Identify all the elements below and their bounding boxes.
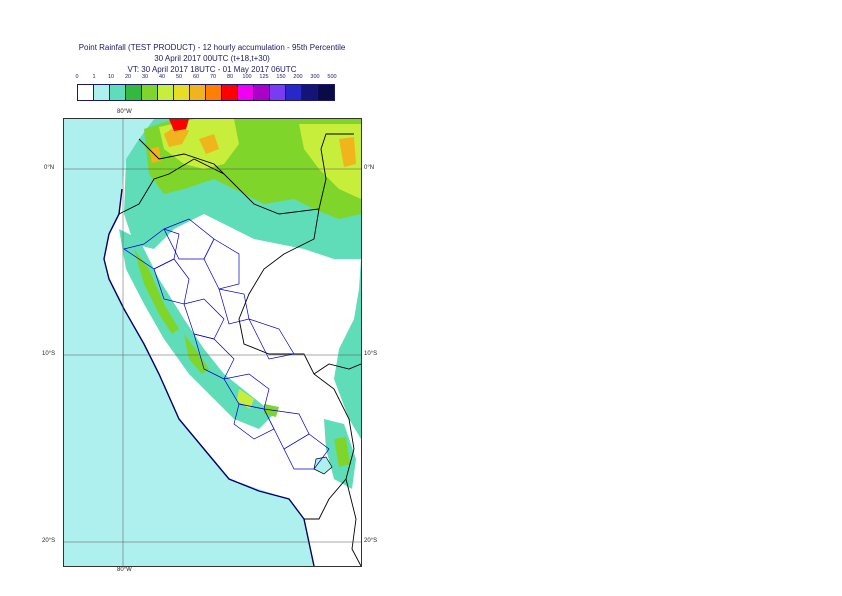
offshore-band: [64, 239, 159, 469]
legend-labels: 0 1 10 20 30 40 50 60 70 80 100 125 150 200 300 500: [75, 74, 349, 84]
legend-swatch: [302, 85, 318, 100]
legend-swatch: [174, 85, 190, 100]
map-title: Point Rainfall (TEST PRODUCT) - 12 hourl…: [0, 42, 424, 75]
legend-threshold-label: 80: [226, 74, 234, 80]
border-bolivia-chile: [345, 478, 361, 566]
legend-swatch: [94, 85, 110, 100]
legend-threshold-label: 100: [242, 74, 252, 80]
rain-orange-1: [164, 124, 189, 147]
legend-threshold-label: 1: [92, 74, 96, 80]
rain-light-east: [334, 259, 361, 439]
legend-swatch: [78, 85, 94, 100]
lat-label-0-left: 0°N: [44, 165, 55, 171]
lat-label-0-right: 0°N: [364, 165, 375, 171]
legend-threshold-label: 150: [276, 74, 286, 80]
lon-label-top: 80°W: [117, 109, 132, 115]
legend-swatch: [254, 85, 270, 100]
border-brazil-bolivia: [313, 363, 361, 375]
legend-threshold-label: 0: [75, 74, 79, 80]
title-line-3: VT: 30 April 2017 18UTC - 01 May 2017 06…: [127, 65, 297, 74]
legend-swatch: [142, 85, 158, 100]
legend-threshold-label: 20: [124, 74, 132, 80]
legend-swatch: [206, 85, 222, 100]
legend-bar: [77, 84, 335, 101]
legend-threshold-label: 30: [141, 74, 149, 80]
rain-moderate-andes-3: [264, 404, 279, 417]
rain-orange-4: [339, 137, 356, 167]
color-legend: 0 1 10 20 30 40 50 60 70 80 100 125 150 200 300 500: [75, 74, 349, 101]
legend-swatch: [286, 85, 302, 100]
rain-orange-2: [199, 134, 219, 154]
rainfall-map: [63, 118, 362, 567]
border-peru-east: [238, 208, 355, 520]
legend-threshold-label: 200: [293, 74, 303, 80]
lat-label-10-right: 10°S: [364, 351, 378, 357]
legend-swatch: [270, 85, 286, 100]
legend-threshold-label: 10: [107, 74, 115, 80]
legend-threshold-label: 60: [192, 74, 200, 80]
legend-threshold-label: 500: [327, 74, 337, 80]
rain-extreme-1: [169, 119, 189, 131]
legend-swatch: [222, 85, 238, 100]
rain-light-andes: [119, 229, 274, 429]
title-line-1: Point Rainfall (TEST PRODUCT) - 12 hourl…: [78, 43, 346, 52]
legend-swatch: [190, 85, 206, 100]
legend-threshold-label: 125: [259, 74, 269, 80]
lat-label-20-right: 20°S: [364, 538, 378, 544]
border-colombia-north: [138, 138, 225, 175]
lat-label-10-left: 10°S: [42, 351, 56, 357]
legend-swatch: [126, 85, 142, 100]
map-svg: [64, 119, 361, 566]
rain-moderate-andes-1: [134, 249, 179, 334]
graticule: [64, 119, 361, 566]
lon-label-bottom: 80°W: [117, 567, 132, 573]
legend-threshold-label: 300: [310, 74, 320, 80]
regional-borders: [123, 218, 330, 470]
legend-swatch: [110, 85, 126, 100]
lake-titicaca: [313, 456, 333, 475]
legend-swatch: [318, 85, 334, 100]
rain-moderate-southeast: [334, 437, 350, 467]
title-line-2: 30 April 2017 00UTC (t+18,t+30): [154, 54, 270, 63]
pacific-coastline: [103, 188, 315, 566]
lat-label-20-left: 20°S: [42, 538, 56, 544]
border-ecuador-colombia: [118, 133, 354, 215]
legend-threshold-label: 70: [209, 74, 217, 80]
legend-swatch: [238, 85, 254, 100]
legend-threshold-label: 50: [175, 74, 183, 80]
legend-swatch: [158, 85, 174, 100]
legend-threshold-label: 40: [158, 74, 166, 80]
rain-heavy-andes: [237, 389, 254, 409]
